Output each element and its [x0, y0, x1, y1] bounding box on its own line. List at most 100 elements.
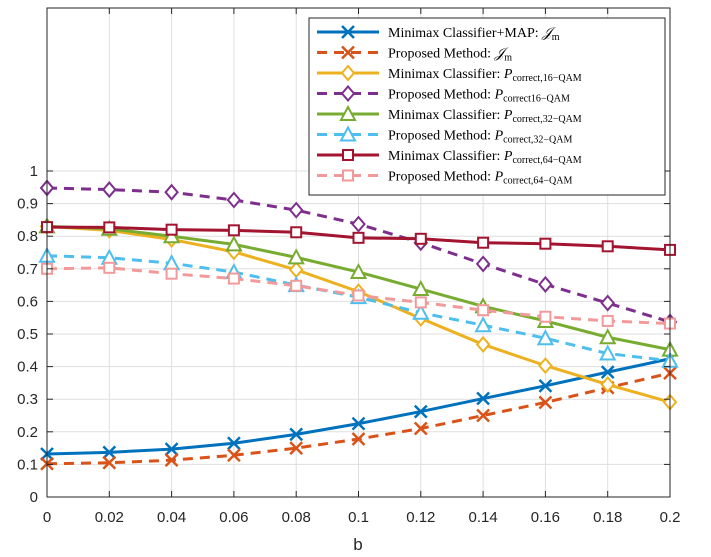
legend-entry-label: Minimax Classifier: Pcorrect,16−QAM: [388, 67, 582, 84]
x-tick-label: 0.06: [219, 509, 248, 526]
y-tick-label: 0.6: [17, 293, 38, 310]
data-point: [352, 289, 365, 302]
data-point: [600, 365, 615, 380]
legend-entry-label: Proposed Method: Pcorrect16−QAM: [388, 88, 570, 105]
y-tick-label: 1: [30, 163, 38, 180]
data-point: [601, 240, 614, 253]
data-point: [351, 215, 366, 233]
y-tick-label: 0.8: [17, 228, 38, 245]
x-tick-label: 0.04: [157, 509, 186, 526]
data-point: [477, 236, 490, 249]
data-point: [539, 237, 552, 250]
legend-marker: [342, 149, 354, 161]
legend-marker: [339, 104, 357, 121]
y-tick-label: 0: [30, 489, 38, 506]
legend-marker: [339, 125, 357, 142]
legend-entry-label: Minimax Classifier: Pcorrect,64−QAM: [388, 149, 582, 166]
data-point: [227, 448, 241, 463]
data-point: [227, 272, 240, 285]
data-point: [474, 316, 492, 333]
data-point: [101, 181, 117, 199]
y-tick-label: 0.3: [17, 391, 38, 408]
x-axis-label: b: [353, 535, 362, 554]
x-tick-label: 0.12: [406, 509, 435, 526]
x-tick-label: 0.02: [95, 509, 124, 526]
data-point: [227, 436, 241, 451]
y-tick-label: 0.4: [17, 359, 38, 376]
data-point: [476, 391, 490, 406]
data-point: [164, 442, 179, 456]
data-point: [288, 261, 304, 279]
data-point: [412, 303, 430, 320]
data-point: [539, 310, 552, 323]
data-point: [538, 378, 553, 393]
legend-box: [308, 17, 666, 196]
axis-ticks: 0 0.02 0.04 0.06 0.08 0.1 0.12 0.14 0.16 0.18 0.2 0…: [17, 8, 680, 526]
legend-marker: [341, 45, 355, 60]
data-point: [288, 201, 304, 219]
data-point: [103, 261, 116, 274]
data-point: [600, 294, 616, 312]
legend-entry-label: Minimax Classifier: Pcorrect,32−QAM: [388, 108, 582, 125]
data-point: [538, 395, 553, 410]
data-point: [412, 279, 430, 297]
x-tick-label: 0.16: [531, 509, 560, 526]
data-point: [536, 329, 555, 346]
legend-marker: [341, 25, 355, 39]
data-point: [227, 224, 240, 237]
data-point: [413, 404, 428, 419]
data-series: [38, 179, 679, 471]
legend-entry-label: Proposed Method: Pcorrect,32−QAM: [388, 129, 572, 146]
data-point: [162, 227, 181, 244]
data-point: [289, 427, 304, 442]
data-point: [476, 408, 490, 423]
data-point: [164, 183, 179, 201]
data-point: [475, 255, 491, 273]
legend-marker: [340, 64, 356, 82]
data-point: [414, 232, 427, 245]
legend: Minimax Classifier+MAP: 𝒥m Proposed Metho…: [308, 17, 666, 196]
data-point: [413, 421, 428, 436]
data-point: [351, 416, 366, 431]
data-point: [351, 432, 366, 446]
data-point: [538, 275, 553, 293]
legend-marker: [340, 84, 356, 103]
data-point: [165, 267, 178, 280]
x-tick-label: 0: [43, 509, 51, 526]
legend-entry-label: Proposed Method: Pcorrect,64−QAM: [388, 170, 572, 187]
legend-entry-label: Proposed Method: 𝒥m: [388, 47, 512, 64]
data-point: [538, 357, 553, 375]
data-point: [599, 344, 617, 361]
data-point: [165, 223, 178, 236]
legend-marker: [342, 169, 354, 182]
data-point: [290, 226, 303, 239]
data-point: [349, 262, 368, 280]
x-tick-label: 0.1: [348, 509, 369, 526]
data-point: [290, 279, 303, 292]
data-point: [601, 314, 614, 327]
data-point: [599, 328, 617, 345]
data-point: [225, 235, 243, 252]
data-point: [414, 296, 427, 309]
data-point: [477, 304, 490, 317]
x-tick-label: 0.18: [593, 509, 622, 526]
y-tick-label: 0.7: [17, 261, 38, 278]
y-tick-label: 0.1: [17, 456, 38, 473]
data-point: [164, 453, 179, 468]
data-point: [102, 455, 117, 470]
data-point: [287, 248, 305, 265]
x-tick-label: 0.2: [660, 509, 681, 526]
data-point: [600, 375, 616, 394]
data-point: [289, 441, 304, 455]
data-point: [103, 221, 116, 234]
y-tick-label: 0.5: [17, 326, 38, 343]
legend-entry-label: Minimax Classifier+MAP: 𝒥m: [388, 26, 560, 43]
x-tick-label: 0.08: [282, 509, 311, 526]
y-tick-label: 0.2: [17, 424, 38, 441]
data-point: [352, 231, 365, 244]
x-tick-label: 0.14: [468, 509, 497, 526]
data-point: [102, 445, 117, 460]
data-point: [226, 191, 242, 209]
y-tick-label: 0.9: [17, 196, 38, 213]
